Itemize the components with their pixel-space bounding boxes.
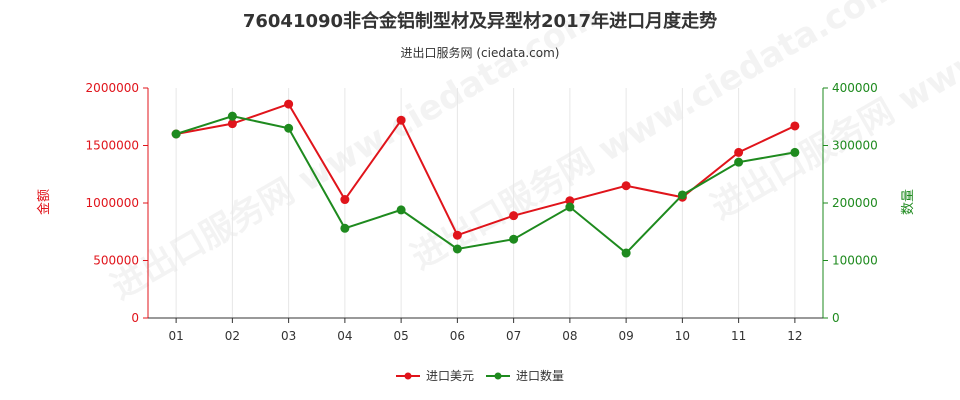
series-2-point (171, 129, 181, 139)
x-tick-label: 06 (450, 329, 465, 343)
series-1-point (396, 115, 406, 125)
series-1-point (340, 195, 350, 205)
series-2-point (790, 147, 800, 157)
x-tick-label: 09 (618, 329, 633, 343)
y-left-axis-label: 金额 (36, 189, 52, 215)
x-tick-label: 03 (281, 329, 296, 343)
series (171, 99, 800, 258)
series-1-point (509, 211, 519, 221)
series-2-point (677, 190, 687, 200)
x-tick-label: 02 (225, 329, 240, 343)
y-left-tick-label: 500000 (93, 254, 139, 268)
x-tick-label: 05 (393, 329, 408, 343)
x-tick-label: 12 (787, 329, 802, 343)
y-left-tick-label: 1500000 (86, 139, 139, 153)
series-1-point (452, 230, 462, 240)
series-1-point (621, 181, 631, 191)
y-left-tick-label: 0 (131, 311, 139, 325)
y-right-axis-label: 数量 (901, 189, 916, 215)
x-tick-label: 04 (337, 329, 352, 343)
series-1-point (734, 147, 744, 157)
series-2-point (621, 248, 631, 258)
x-tick-label: 07 (506, 329, 521, 343)
series-2-point (734, 157, 744, 167)
series-1-point (284, 99, 294, 109)
series-1-point (790, 121, 800, 131)
series-2-point (284, 123, 294, 133)
legend-swatch-marker (404, 372, 412, 380)
series-2-point (509, 234, 519, 244)
x-tick-label: 10 (675, 329, 690, 343)
chart-title: 76041090非合金铝制型材及异型材2017年进口月度走势 (243, 10, 717, 32)
y-right-tick-label: 100000 (832, 254, 878, 268)
series-1-point (227, 119, 237, 129)
axes: 0 500000 1000000 1500000 2000000 0 100000 20000… (86, 81, 878, 343)
x-tick-label: 08 (562, 329, 577, 343)
chart-subtitle: 进出口服务网 (ciedata.com) (401, 45, 560, 60)
series-2-point (227, 111, 237, 121)
legend: 进口美元 进口数量 (396, 368, 564, 383)
legend-label: 进口美元 (426, 369, 474, 383)
y-left-tick-label: 2000000 (86, 81, 139, 95)
y-left-tick-label: 1000000 (86, 196, 139, 210)
x-tick-label: 01 (168, 329, 183, 343)
series-2-point (565, 202, 575, 212)
y-right-tick-label: 300000 (832, 139, 878, 153)
series-line-2 (175, 115, 796, 255)
legend-label: 进口数量 (516, 368, 564, 383)
y-right-tick-label: 200000 (832, 196, 878, 210)
y-right-tick-label: 400000 (832, 81, 878, 95)
series-2-point (452, 244, 462, 254)
x-tick-label: 11 (731, 329, 746, 343)
y-right-tick-label: 0 (832, 311, 840, 325)
legend-swatch-marker (494, 372, 502, 380)
series-2-point (340, 223, 350, 233)
series-2-point (396, 205, 406, 215)
series-1-point (565, 196, 575, 206)
